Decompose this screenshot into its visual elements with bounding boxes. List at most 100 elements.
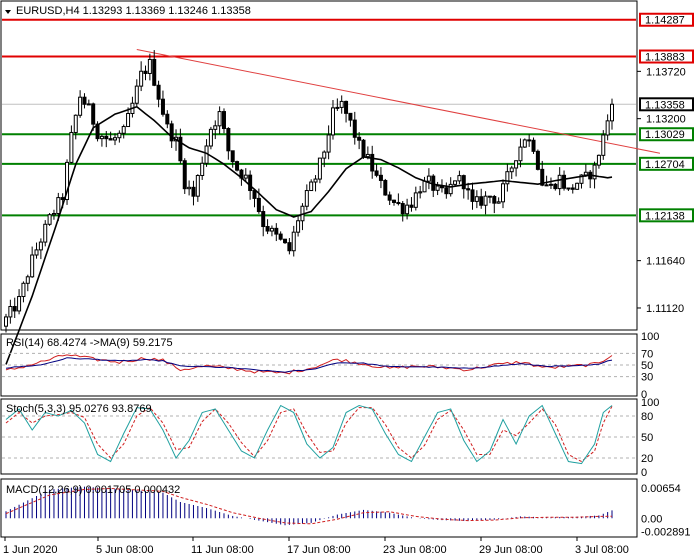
candle <box>91 102 96 131</box>
candle-body <box>535 150 540 170</box>
candle-body <box>296 220 301 233</box>
price-tick-label: 1.13720 <box>646 66 686 78</box>
stoch-tick-label: 20 <box>641 453 653 465</box>
candle-body <box>501 183 506 203</box>
candles <box>4 50 614 333</box>
candle <box>522 138 527 148</box>
candle-body <box>191 186 196 197</box>
candle <box>339 95 344 114</box>
candle <box>152 50 157 87</box>
support-label: 1.12138 <box>645 210 685 222</box>
candle <box>278 231 283 241</box>
candle <box>156 80 161 108</box>
candle-body <box>160 98 165 115</box>
candle-body <box>108 138 113 141</box>
price-tick-label: 1.11640 <box>646 256 685 268</box>
candle <box>479 188 484 209</box>
candle-body <box>143 70 148 74</box>
candle <box>8 299 13 324</box>
candle-body <box>38 241 43 251</box>
candle-body <box>448 183 453 195</box>
candle-body <box>322 151 327 159</box>
stoch-tick-label: 0 <box>641 467 647 479</box>
candle-body <box>99 135 104 140</box>
resistance-label-inner <box>641 14 692 25</box>
candle-body <box>30 254 35 278</box>
candle-body <box>492 195 497 204</box>
candle-body <box>413 192 418 208</box>
candle-body <box>208 128 213 147</box>
candle <box>104 131 109 148</box>
candle-body <box>374 170 379 176</box>
candle-body <box>187 186 192 190</box>
candle-body <box>243 174 248 179</box>
candle <box>610 98 614 130</box>
candle-body <box>392 199 397 203</box>
candle-body <box>104 135 109 140</box>
candle <box>540 160 545 187</box>
candle-body <box>43 223 48 243</box>
candle-body <box>235 161 240 171</box>
candle <box>38 238 43 260</box>
candle <box>566 187 571 191</box>
candle-body <box>82 96 87 105</box>
time-tick-label: 5 Jun 08:00 <box>96 544 154 556</box>
candle <box>221 108 226 134</box>
candle <box>226 127 231 160</box>
candle <box>326 125 331 160</box>
candle <box>34 242 39 259</box>
candle <box>557 167 562 196</box>
macd-signal-line <box>5 487 612 525</box>
stoch-tick-label: 100 <box>641 397 659 409</box>
candle <box>492 194 497 214</box>
candle <box>200 156 205 180</box>
candle-body <box>147 58 152 74</box>
candle <box>287 238 292 255</box>
time-tick-label: 29 Jun 08:00 <box>479 544 543 556</box>
time-tick-label: 11 Jun 08:00 <box>191 544 254 556</box>
candle <box>182 158 187 194</box>
candle <box>12 297 17 319</box>
candle-body <box>474 196 479 202</box>
trendline <box>136 49 661 154</box>
candle <box>304 184 309 211</box>
candle-body <box>575 182 580 190</box>
candle <box>274 223 279 242</box>
candle-body <box>553 183 558 190</box>
candle <box>562 170 567 191</box>
candle <box>230 150 235 168</box>
candle-body <box>444 187 449 195</box>
candle <box>601 130 606 160</box>
support-label-inner <box>641 158 692 169</box>
candle-body <box>557 174 562 190</box>
candle <box>405 198 410 220</box>
candle <box>78 90 83 118</box>
candle <box>378 167 383 189</box>
candle <box>213 120 218 140</box>
time-tick-label: 17 Jun 08:00 <box>287 544 351 556</box>
candle-body <box>335 106 340 109</box>
candle-body <box>156 84 161 100</box>
candle-body <box>426 175 431 182</box>
candle-body <box>112 137 117 141</box>
candle-body <box>51 213 56 216</box>
candle <box>457 170 462 185</box>
candle-body <box>453 180 458 185</box>
candle <box>86 99 91 106</box>
support-label: 1.12704 <box>645 159 685 171</box>
candle-body <box>86 103 91 106</box>
candle-body <box>479 196 484 206</box>
candle-body <box>17 296 22 312</box>
candle-body <box>304 190 309 207</box>
price-tick-label: 1.13200 <box>646 114 686 126</box>
candle <box>396 193 401 206</box>
candle-body <box>139 70 144 87</box>
dropdown-triangle-icon[interactable] <box>5 10 11 14</box>
candle <box>235 160 240 172</box>
candle-body <box>548 183 553 186</box>
candle <box>309 179 314 192</box>
candle <box>474 190 479 209</box>
candle-body <box>278 233 283 240</box>
